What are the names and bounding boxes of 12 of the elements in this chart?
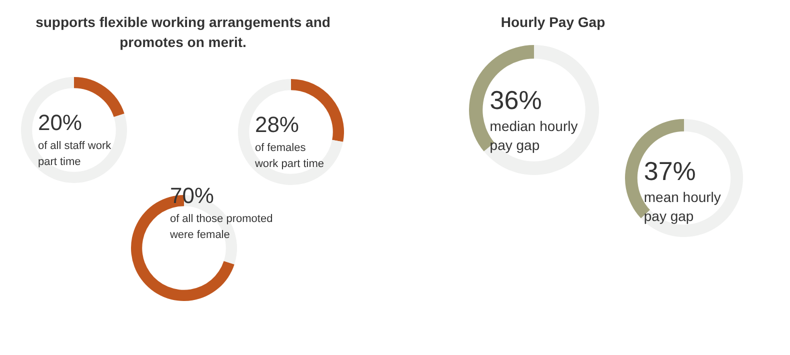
text: 20% xyxy=(38,110,83,136)
text: 70% xyxy=(170,182,215,209)
chart-title: Hourly Pay Gap xyxy=(500,13,606,32)
text: of all staff work part time xyxy=(38,138,112,170)
text: 36% xyxy=(490,85,543,116)
text: median hourly pay gap xyxy=(490,117,579,156)
text: of all those promoted were female xyxy=(170,212,274,243)
text: 37% xyxy=(644,156,697,186)
text: supports flexible working arrangements and promotes on merit. xyxy=(34,13,332,52)
text: 28% xyxy=(254,112,300,138)
text: of females work part time xyxy=(254,140,326,172)
text: mean hourly pay gap xyxy=(644,188,722,226)
